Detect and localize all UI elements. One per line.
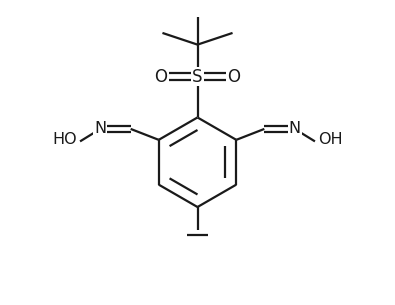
Text: N: N	[289, 121, 301, 136]
Text: O: O	[228, 68, 241, 86]
Text: O: O	[154, 68, 167, 86]
Text: HO: HO	[52, 132, 77, 147]
Text: OH: OH	[318, 132, 343, 147]
Text: N: N	[94, 121, 106, 136]
Text: S: S	[192, 68, 203, 86]
